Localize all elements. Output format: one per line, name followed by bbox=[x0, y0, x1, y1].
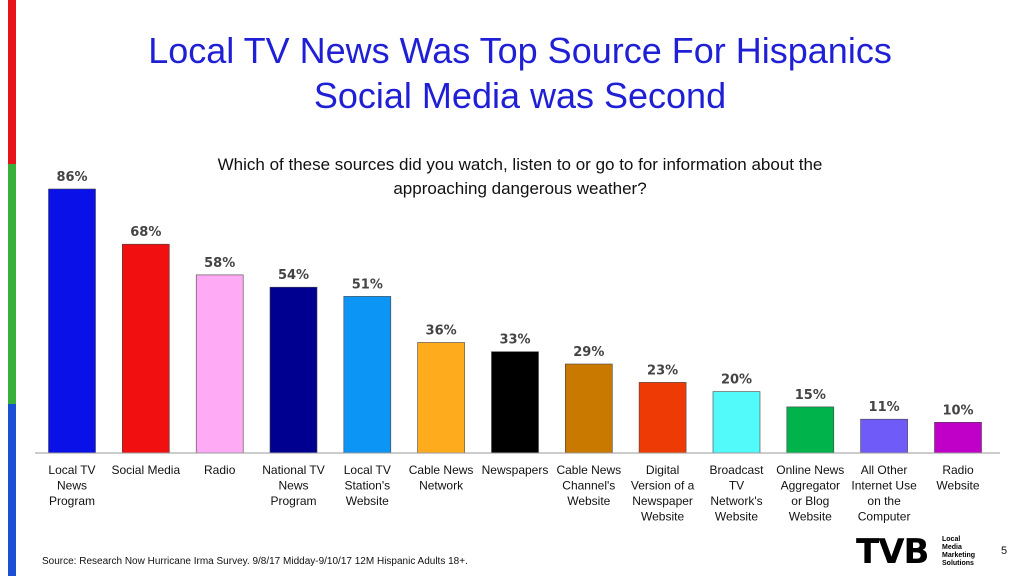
category-label-10: Online News Aggregator or Blog Website bbox=[776, 463, 844, 524]
stripe-red bbox=[8, 0, 16, 164]
category-label-1: Social Media bbox=[111, 463, 180, 477]
category-label-0: Local TV News Program bbox=[48, 463, 95, 508]
bar-4 bbox=[343, 296, 392, 454]
value-label-6: 33% bbox=[499, 333, 530, 348]
bar-1 bbox=[122, 243, 170, 454]
bar-8 bbox=[638, 382, 687, 454]
bar-3 bbox=[269, 286, 318, 454]
category-label-7: Cable News Channel's Website bbox=[556, 463, 621, 508]
value-label-2: 58% bbox=[204, 256, 235, 271]
value-label-10: 15% bbox=[795, 388, 826, 403]
logo-line-3: Marketing bbox=[942, 552, 976, 559]
bar-9 bbox=[712, 391, 761, 454]
category-label-5: Cable News Network bbox=[409, 463, 474, 493]
bar-0 bbox=[48, 188, 96, 454]
bar-5 bbox=[417, 342, 465, 454]
logo-mark: TVB bbox=[856, 532, 929, 572]
category-label-11: All Other Internet Use on the Computer bbox=[851, 463, 917, 524]
value-label-4: 51% bbox=[352, 277, 383, 292]
stripe-blue bbox=[8, 404, 16, 576]
category-label-12: Radio Website bbox=[936, 463, 979, 493]
bar-2 bbox=[195, 274, 244, 454]
logo-line-4: Solutions bbox=[942, 560, 974, 567]
category-label-2: Radio bbox=[204, 463, 236, 477]
value-label-0: 86% bbox=[56, 170, 87, 185]
title-line-2: Social Media was Second bbox=[313, 75, 727, 116]
value-label-5: 36% bbox=[426, 324, 457, 339]
page-number: 5 bbox=[1001, 545, 1008, 557]
tvb-logo: TVB Local Media Marketing Solutions bbox=[856, 534, 986, 570]
bar-12 bbox=[934, 421, 982, 454]
category-label-6: Newspapers bbox=[482, 463, 549, 477]
question-line-2: approaching dangerous weather? bbox=[393, 179, 647, 198]
value-label-1: 68% bbox=[130, 225, 161, 240]
category-label-4: Local TV Station's Website bbox=[344, 463, 391, 508]
bar-7 bbox=[564, 363, 613, 454]
value-label-12: 10% bbox=[942, 403, 973, 418]
category-label-8: Digital Version of a Newspaper Website bbox=[631, 463, 695, 524]
question-line-1: Which of these sources did you watch, li… bbox=[217, 155, 823, 174]
title-line-1: Local TV News Was Top Source For Hispani… bbox=[148, 30, 892, 71]
chart-question: Which of these sources did you watch, li… bbox=[140, 153, 900, 201]
logo-line-2: Media bbox=[942, 544, 962, 551]
value-label-8: 23% bbox=[647, 363, 678, 378]
logo-tagline: Local Media Marketing Solutions bbox=[942, 536, 975, 568]
bar-10 bbox=[786, 406, 835, 454]
page-title: Local TV News Was Top Source For Hispani… bbox=[60, 28, 980, 118]
category-label-3: National TV News Program bbox=[262, 463, 324, 508]
stripe-green bbox=[8, 164, 16, 404]
value-label-3: 54% bbox=[278, 268, 309, 283]
value-label-9: 20% bbox=[721, 373, 752, 388]
value-label-7: 29% bbox=[573, 345, 604, 360]
bar-6 bbox=[491, 351, 539, 454]
bar-11 bbox=[860, 418, 908, 454]
source-note: Source: Research Now Hurricane Irma Surv… bbox=[42, 556, 468, 567]
category-label-9: Broadcast TV Network's Website bbox=[709, 463, 764, 524]
value-label-11: 11% bbox=[869, 400, 900, 415]
logo-line-1: Local bbox=[942, 536, 961, 543]
